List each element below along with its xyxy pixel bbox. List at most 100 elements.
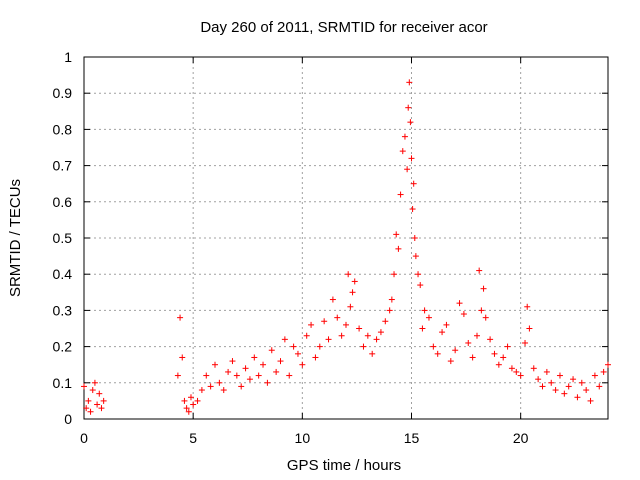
data-point xyxy=(491,350,498,357)
data-point xyxy=(194,397,201,404)
data-point xyxy=(299,361,306,368)
data-point xyxy=(349,289,356,296)
x-tick-label: 15 xyxy=(404,430,420,446)
data-point xyxy=(407,119,414,126)
data-point xyxy=(338,332,345,339)
data-point xyxy=(255,372,262,379)
data-point xyxy=(203,372,210,379)
data-point xyxy=(583,387,590,394)
data-point xyxy=(94,401,101,408)
data-point xyxy=(605,361,611,368)
data-point xyxy=(260,361,267,368)
data-point xyxy=(303,332,310,339)
data-point xyxy=(578,379,585,386)
x-tick-label: 20 xyxy=(513,430,529,446)
data-point xyxy=(360,343,367,350)
data-point xyxy=(233,372,240,379)
y-tick-label: 0.3 xyxy=(53,302,73,318)
data-point xyxy=(556,372,563,379)
data-point xyxy=(596,383,603,390)
data-point xyxy=(277,358,284,365)
x-tick-label: 10 xyxy=(295,430,311,446)
data-point xyxy=(83,405,90,412)
data-point xyxy=(456,300,463,307)
data-points xyxy=(81,79,611,415)
x-tick-label: 0 xyxy=(80,430,88,446)
data-point xyxy=(246,376,253,383)
data-point xyxy=(377,329,384,336)
data-point xyxy=(321,318,328,325)
data-point xyxy=(430,343,437,350)
data-point xyxy=(382,318,389,325)
data-point xyxy=(399,148,406,155)
data-point xyxy=(229,358,236,365)
y-tick-label: 0 xyxy=(64,411,72,427)
data-point xyxy=(356,325,363,332)
data-point xyxy=(264,379,271,386)
data-point xyxy=(587,397,594,404)
data-point xyxy=(401,133,408,140)
data-point xyxy=(273,368,280,375)
data-point xyxy=(417,282,424,289)
data-point xyxy=(452,347,459,354)
x-tick-labels: 0 5 10 15 20 xyxy=(80,430,529,446)
data-point xyxy=(329,296,336,303)
data-point xyxy=(242,365,249,372)
y-tick-label: 0.1 xyxy=(53,375,73,391)
data-point xyxy=(388,296,395,303)
data-point xyxy=(286,372,293,379)
data-point xyxy=(508,365,515,372)
data-point xyxy=(89,387,96,394)
data-point xyxy=(561,390,568,397)
data-point xyxy=(600,368,607,375)
data-point xyxy=(548,379,555,386)
data-point xyxy=(181,397,188,404)
data-point xyxy=(495,361,502,368)
data-point xyxy=(530,365,537,372)
data-point xyxy=(294,350,301,357)
data-point xyxy=(574,394,581,401)
data-point xyxy=(373,336,380,343)
data-point xyxy=(425,314,432,321)
data-point xyxy=(500,354,507,361)
data-point xyxy=(198,387,205,394)
data-point xyxy=(535,376,542,383)
y-tick-label: 0.2 xyxy=(53,339,73,355)
y-tick-label: 0.9 xyxy=(53,85,73,101)
data-point xyxy=(447,358,454,365)
data-point xyxy=(308,321,315,328)
data-point xyxy=(190,401,197,408)
data-point xyxy=(185,408,192,415)
data-point xyxy=(565,383,572,390)
x-tick-label: 5 xyxy=(189,430,197,446)
data-point xyxy=(393,231,400,238)
y-tick-label: 0.4 xyxy=(53,266,73,282)
data-point xyxy=(524,303,531,310)
data-point xyxy=(187,394,194,401)
data-point xyxy=(405,104,412,111)
axis-ticks xyxy=(83,56,608,420)
data-point xyxy=(591,372,598,379)
data-point xyxy=(212,361,218,368)
data-point xyxy=(312,354,319,361)
data-point xyxy=(343,321,349,328)
data-point xyxy=(220,387,227,394)
data-point xyxy=(177,314,184,321)
data-point xyxy=(347,303,354,310)
y-tick-label: 0.6 xyxy=(53,194,73,210)
data-point xyxy=(216,379,223,386)
data-point xyxy=(469,354,476,361)
data-point xyxy=(526,325,533,332)
data-point xyxy=(487,336,494,343)
x-axis-label: GPS time / hours xyxy=(287,457,401,474)
data-point xyxy=(85,397,92,404)
data-point xyxy=(91,379,98,386)
data-point xyxy=(570,376,577,383)
data-point xyxy=(325,336,332,343)
data-point xyxy=(476,267,483,274)
data-point xyxy=(364,332,371,339)
data-point xyxy=(96,390,103,397)
data-point xyxy=(395,245,402,252)
data-point xyxy=(513,368,520,375)
data-point xyxy=(421,307,428,314)
